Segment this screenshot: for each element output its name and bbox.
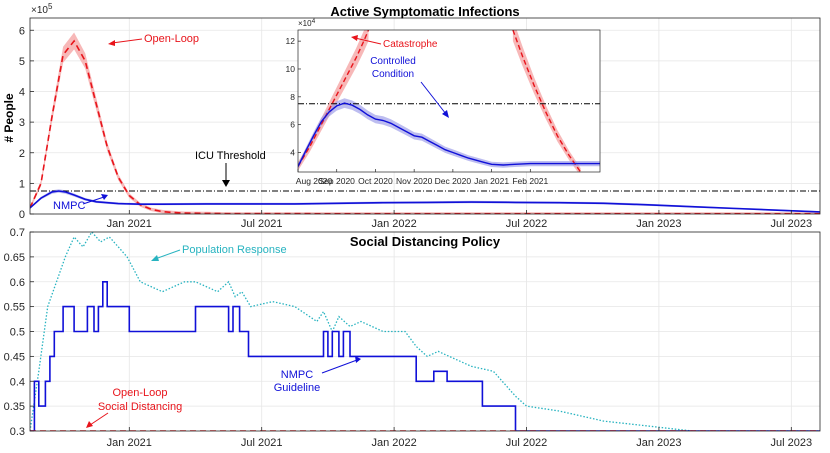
icu-threshold-label: ICU Threshold — [195, 150, 266, 162]
infections-y-tick-label: 4 — [19, 87, 25, 99]
nmpc-arrow — [82, 196, 105, 205]
infections-y-tick-label: 2 — [19, 148, 25, 160]
infections-series — [30, 39, 820, 214]
infections-y-exponent-base: ×10 — [31, 5, 48, 16]
inset-y-tick-label: 6 — [290, 120, 295, 130]
inset-y-exponent-power: 4 — [312, 18, 316, 25]
open-loop-sd-arrowhead — [86, 421, 93, 428]
distancing-x-tick-label: Jul 2023 — [771, 437, 813, 449]
distancing-x-tick-label: Jan 2023 — [636, 437, 681, 449]
distancing-x-tick-label: Jan 2022 — [371, 437, 416, 449]
distancing-y-tick-label: 0.4 — [10, 376, 25, 388]
open-loop-arrowhead — [108, 40, 115, 46]
inset-open-loop-rise-line — [298, 30, 370, 167]
distancing-y-tick-label: 0.35 — [4, 401, 25, 413]
nmpc-guideline-arrow — [321, 359, 358, 374]
distancing-series — [30, 232, 820, 431]
distancing-y-tick-label: 0.55 — [4, 302, 25, 314]
catastrophe-label: Catastrophe — [383, 39, 438, 50]
distancing-y-tick-label: 0.65 — [4, 252, 25, 264]
population-response-arrowhead — [151, 255, 159, 261]
infections-ticks: Jan 2021 Jul 2021 Jan 2022 Jul 2022 Jan 2023… — [19, 25, 812, 230]
inset-open-loop-decay-band — [512, 30, 581, 172]
infections-x-tick-label: Jul 2022 — [506, 218, 548, 230]
infections-y-tick-label: 1 — [19, 178, 25, 190]
inset-nmpc-line — [298, 102, 600, 167]
inset-x-tick-label: Jan 2021 — [474, 176, 509, 186]
nmpc-guideline-arrowhead — [355, 356, 361, 363]
inset-y-tick-label: 12 — [286, 36, 296, 46]
distancing-chart: Jan 2021 Jul 2021 Jan 2022 Jul 2022 Jan 2023… — [4, 227, 821, 449]
distancing-title: Social Distancing Policy — [350, 234, 501, 249]
infections-axes-box — [29, 17, 821, 215]
inset-nmpc-band — [298, 98, 600, 169]
infections-ylabel: # People — [2, 93, 16, 143]
distancing-y-tick-label: 0.6 — [10, 277, 25, 289]
icu-threshold-arrowhead — [222, 180, 230, 187]
infections-x-tick-label: Jul 2021 — [241, 218, 283, 230]
inset-x-tick-label: Dec 2020 — [435, 176, 472, 186]
open-loop-sd-label-1: Open-Loop — [112, 387, 167, 399]
open-loop-sd-label-2: Social Distancing — [98, 401, 182, 413]
controlled-condition-label-2: Condition — [372, 69, 414, 80]
infections-y-tick-label: 3 — [19, 117, 25, 129]
infections-y-tick-label: 6 — [19, 25, 25, 37]
distancing-y-tick-label: 0.7 — [10, 227, 25, 239]
controlled-condition-label-1: Controlled — [370, 56, 416, 67]
nmpc-guideline-line — [30, 281, 820, 431]
open-loop-label: Open-Loop — [144, 33, 199, 45]
distancing-x-tick-label: Jul 2021 — [241, 437, 283, 449]
annotations: Open-Loop ICU Threshold NMPC Catastrophe… — [53, 33, 449, 428]
inset-y-exponent-base: ×10 — [298, 19, 312, 28]
nmpc-label: NMPC — [53, 200, 85, 212]
infections-y-exponent-power: 5 — [48, 2, 53, 11]
population-response-label: Population Response — [182, 244, 287, 256]
infections-y-exponent: ×105 — [31, 2, 53, 16]
infections-x-tick-label: Jan 2022 — [371, 218, 416, 230]
nmpc-series-line — [30, 190, 820, 213]
inset-x-tick-label: Sep 2020 — [319, 176, 356, 186]
controlled-condition-arrowhead — [442, 110, 449, 118]
infections-x-tick-label: Jan 2021 — [107, 218, 152, 230]
population-response-line — [30, 232, 820, 431]
distancing-x-tick-label: Jul 2022 — [506, 437, 548, 449]
distancing-ticks: Jan 2021 Jul 2021 Jan 2022 Jul 2022 Jan 2023… — [4, 227, 813, 449]
infections-x-tick-label: Jan 2023 — [636, 218, 681, 230]
open-loop-arrow — [111, 38, 143, 44]
infections-y-tick-label: 5 — [19, 56, 25, 68]
open-loop-series-line — [30, 39, 820, 214]
inset-y-tick-label: 10 — [286, 64, 296, 74]
infections-y-tick-label: 0 — [19, 209, 25, 221]
inset-series — [298, 30, 600, 172]
inset-y-tick-label: 4 — [290, 148, 295, 158]
inset-x-tick-label: Oct 2020 — [358, 176, 393, 186]
distancing-y-tick-label: 0.3 — [10, 426, 25, 438]
infections-x-tick-label: Jul 2023 — [771, 218, 813, 230]
population-response-arrow — [154, 249, 181, 260]
distancing-y-tick-label: 0.5 — [10, 327, 25, 339]
inset-x-tick-label: Nov 2020 — [396, 176, 433, 186]
nmpc-arrowhead — [101, 194, 108, 200]
inset-y-tick-label: 8 — [290, 92, 295, 102]
distancing-y-tick-label: 0.45 — [4, 351, 25, 363]
catastrophe-arrowhead — [351, 35, 358, 41]
inset-x-tick-label: Aug 2020 — [296, 176, 333, 186]
catastrophe-arrow — [354, 37, 382, 45]
infections-title: Active Symptomatic Infections — [330, 4, 519, 19]
inset-axes-box — [297, 29, 601, 173]
open-loop-sd-arrow — [89, 412, 109, 426]
inset-y-exponent: ×104 — [298, 18, 316, 28]
inset-open-loop-decay-line — [512, 30, 582, 172]
distancing-x-tick-label: Jan 2021 — [107, 437, 152, 449]
inset-x-tick-label: Feb 2021 — [512, 176, 548, 186]
nmpc-guideline-label-1: NMPC — [281, 369, 313, 381]
controlled-condition-arrow — [420, 81, 447, 115]
nmpc-guideline-label-2: Guideline — [274, 382, 320, 394]
